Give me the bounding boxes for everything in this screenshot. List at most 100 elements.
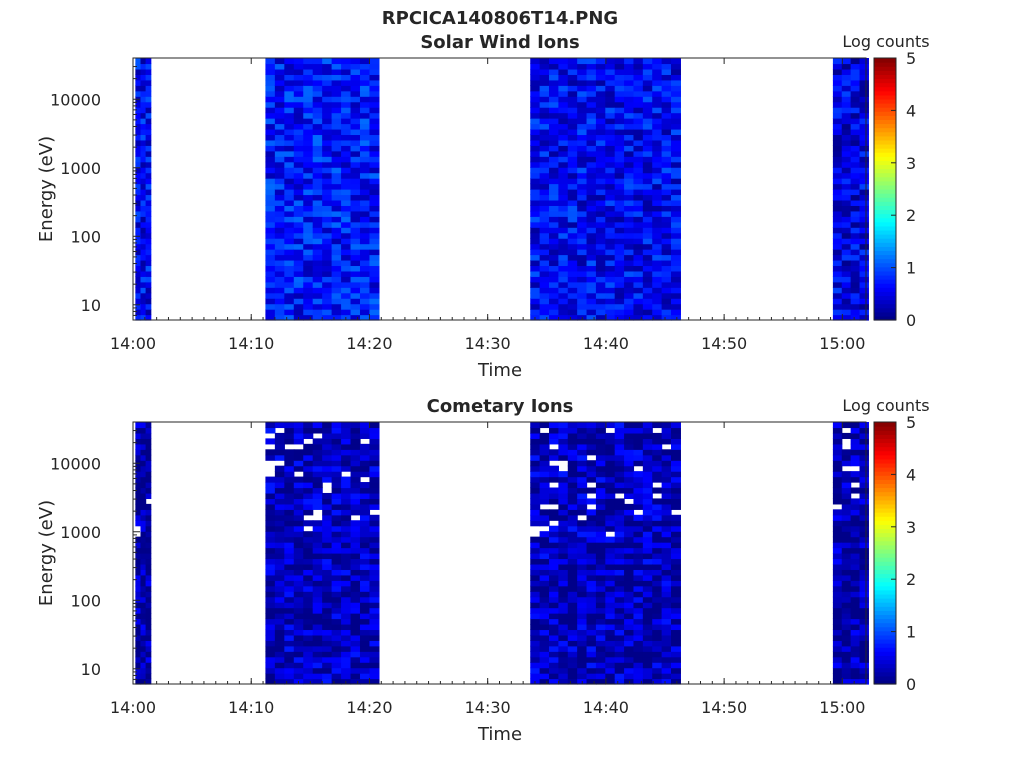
heatmap-cell <box>293 309 304 316</box>
heatmap-cell <box>135 514 142 521</box>
heatmap-cell <box>135 221 142 228</box>
heatmap-cell <box>652 443 663 450</box>
heatmap-cell <box>341 199 352 206</box>
heatmap-cell <box>284 270 295 277</box>
heatmap-cell <box>577 58 588 65</box>
heatmap-cell <box>350 227 361 234</box>
heatmap-cell <box>642 673 653 680</box>
heatmap-cell <box>577 167 588 174</box>
heatmap-cell <box>530 270 541 277</box>
heatmap-cell <box>605 454 616 461</box>
heatmap-cell <box>859 427 869 434</box>
heatmap-cell <box>140 673 147 680</box>
heatmap-cell <box>605 547 616 554</box>
heatmap-cell <box>841 205 852 212</box>
heatmap-cell <box>558 640 569 647</box>
heatmap-cell <box>135 640 142 647</box>
heatmap-cell <box>530 79 541 86</box>
heatmap-cell <box>331 438 342 445</box>
heatmap-cell <box>322 678 333 685</box>
heatmap-cell <box>661 574 672 581</box>
heatmap-cell <box>614 178 625 185</box>
heatmap-cell <box>303 492 314 500</box>
heatmap-cell <box>331 287 342 294</box>
heatmap-cell <box>567 178 578 185</box>
heatmap-cell <box>135 634 142 641</box>
heatmap-cell <box>832 139 843 146</box>
heatmap-cell <box>140 172 147 179</box>
heatmap-cell <box>605 645 616 652</box>
heatmap-cell <box>671 607 681 614</box>
heatmap-cell <box>312 503 323 510</box>
heatmap-cell <box>586 221 597 228</box>
heatmap-cell <box>530 673 541 680</box>
heatmap-cell <box>841 194 852 201</box>
heatmap-cell <box>558 74 569 81</box>
heatmap-cell <box>322 667 333 674</box>
heatmap-cell <box>558 303 569 310</box>
heatmap-cell <box>567 118 578 125</box>
heatmap-cell <box>652 640 663 647</box>
heatmap-cell <box>350 553 361 560</box>
colorbar-segment <box>874 148 896 153</box>
heatmap-cell <box>265 613 276 620</box>
colorbar-segment <box>874 446 896 452</box>
heatmap-cell <box>595 232 606 239</box>
heatmap-cell <box>322 243 333 250</box>
heatmap-cell <box>293 558 304 565</box>
heatmap-cell <box>539 547 550 554</box>
heatmap-cell <box>586 634 597 641</box>
heatmap-cell <box>303 68 314 75</box>
heatmap-cell <box>322 514 333 521</box>
heatmap-cell <box>624 640 635 647</box>
heatmap-cell <box>145 640 152 647</box>
heatmap-cell <box>577 591 588 598</box>
heatmap-cell <box>567 634 578 641</box>
heatmap-cell <box>624 602 635 609</box>
heatmap-cell <box>341 656 352 663</box>
axes-frame <box>132 57 867 321</box>
heatmap-cell <box>614 314 625 321</box>
heatmap-cell <box>312 249 323 256</box>
heatmap-cell <box>539 662 550 669</box>
heatmap-cell <box>832 531 843 538</box>
heatmap-cell <box>595 259 606 267</box>
heatmap-cell <box>595 580 606 587</box>
heatmap-cell <box>595 161 606 168</box>
heatmap-cell <box>530 443 541 450</box>
heatmap-cell <box>633 531 644 538</box>
heatmap-cell <box>303 651 314 658</box>
heatmap-cell <box>624 443 635 450</box>
colorbar-segment <box>874 295 896 301</box>
heatmap-cell <box>859 183 869 190</box>
heatmap-cell <box>832 662 843 669</box>
heatmap-cell <box>331 128 342 136</box>
heatmap-cell <box>605 145 616 152</box>
heatmap-cell <box>359 645 371 652</box>
colorbar-segment <box>874 58 896 63</box>
heatmap-cell <box>312 292 323 299</box>
heatmap-cell <box>605 134 616 141</box>
heatmap-cell <box>850 520 861 527</box>
heatmap-cell <box>605 74 616 81</box>
heatmap-cell <box>841 243 852 250</box>
heatmap-cell <box>331 449 342 456</box>
heatmap-cell <box>614 629 625 636</box>
heatmap-cell <box>331 194 342 201</box>
heatmap-cell <box>624 167 635 174</box>
heatmap-cell <box>135 454 142 461</box>
heatmap-cell <box>671 623 681 631</box>
heatmap-cell <box>850 254 861 261</box>
heatmap-cell <box>671 525 681 532</box>
heatmap-cell <box>859 314 869 321</box>
heatmap-cell <box>359 183 371 190</box>
heatmap-cell <box>642 254 653 261</box>
heatmap-cell <box>567 651 578 658</box>
heatmap-cell <box>624 178 635 185</box>
heatmap-cell <box>274 569 285 576</box>
heatmap-cell <box>841 514 852 521</box>
colorbar-frame <box>873 421 897 685</box>
heatmap-cell <box>624 227 635 234</box>
heatmap-cell <box>567 482 578 489</box>
heatmap-cell <box>341 303 352 310</box>
